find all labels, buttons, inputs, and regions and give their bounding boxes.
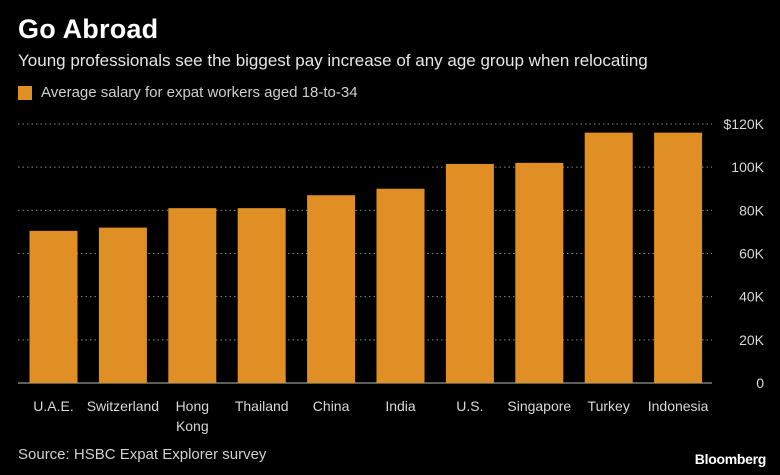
bloomberg-logo: Bloomberg: [694, 451, 767, 467]
x-tick-label: Hong Kong: [176, 398, 209, 434]
bar: [237, 208, 286, 383]
chart-title: Go Abroad: [18, 14, 159, 44]
x-tick-label: China: [313, 398, 350, 414]
x-tick-label: U.A.E.: [33, 398, 73, 414]
y-tick-label: 60K: [739, 246, 765, 262]
y-tick-label: $120K: [724, 116, 765, 132]
legend: Average salary for expat workers aged 18…: [18, 84, 358, 101]
bar: [515, 162, 564, 383]
bar: [29, 230, 78, 383]
chart-subtitle: Young professionals see the biggest pay …: [18, 51, 648, 70]
y-tick-label: 20K: [739, 332, 765, 348]
y-tick-label: 40K: [739, 289, 765, 305]
y-tick-label: 80K: [739, 202, 765, 218]
legend-label: Average salary for expat workers aged 18…: [41, 84, 358, 101]
x-tick-label: Thailand: [235, 398, 289, 414]
y-tick-label: 100K: [731, 159, 764, 175]
legend-swatch: [18, 85, 32, 100]
y-tick-label: 0: [756, 375, 764, 391]
x-tick-label: U.S.: [456, 398, 483, 414]
x-tick-label: India: [385, 398, 416, 414]
x-tick-label: Singapore: [507, 398, 571, 414]
x-tick-label: Indonesia: [648, 398, 709, 414]
bar: [376, 188, 425, 383]
bar: [168, 208, 217, 383]
x-tick-label: Turkey: [588, 398, 630, 414]
bar: [98, 227, 147, 383]
bar: [584, 132, 633, 383]
bar: [307, 195, 356, 383]
x-tick-label: Switzerland: [87, 398, 159, 414]
bar: [445, 163, 494, 383]
bar: [654, 132, 703, 383]
source-note: Source: HSBC Expat Explorer survey: [18, 446, 267, 463]
